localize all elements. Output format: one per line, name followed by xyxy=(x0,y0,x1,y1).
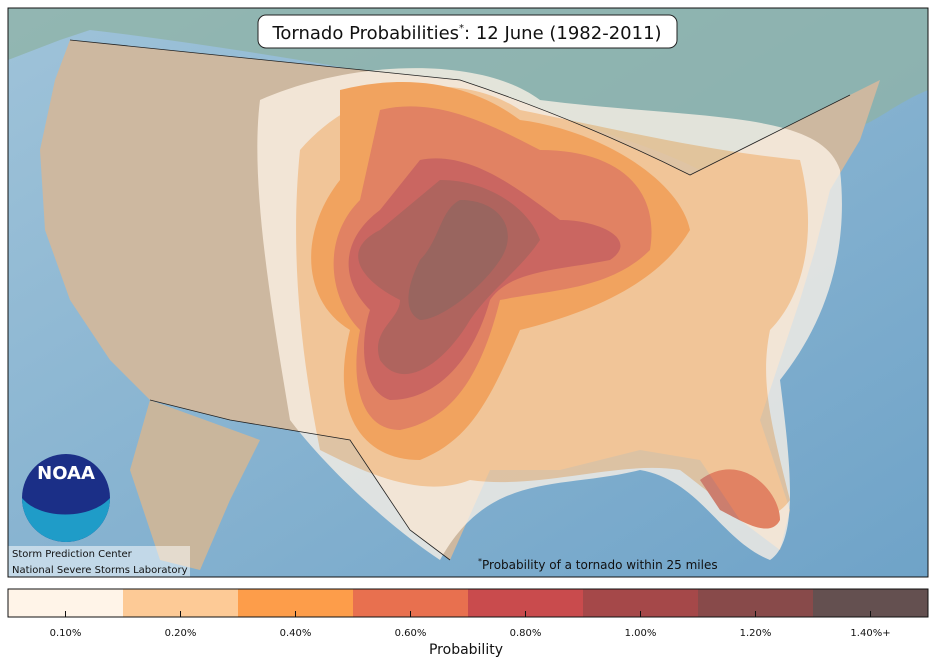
colorbar: 0.10% 0.20% 0.40% 0.60% 0.80% 1.00% 1.20% 1.40%… xyxy=(7,588,929,639)
colorbar-frame xyxy=(7,588,929,618)
colorbar-label: 0.60% xyxy=(395,628,427,639)
title-date: : 12 June (1982-2011) xyxy=(464,23,662,44)
footnote-text: Probability of a tornado within 25 miles xyxy=(482,558,718,572)
credit-line: National Severe Storms Laboratory xyxy=(12,565,188,576)
colorbar-label: 1.40%+ xyxy=(850,628,890,639)
title: Tornado Probabilities*: 12 June (1982-20… xyxy=(271,23,661,44)
colorbar-label: 1.20% xyxy=(740,628,772,639)
probability-contours xyxy=(257,68,842,560)
colorbar-label: 0.20% xyxy=(165,628,197,639)
credit-line: Storm Prediction Center xyxy=(12,549,133,560)
colorbar-title: Probability xyxy=(429,642,503,658)
map-frame xyxy=(7,7,929,578)
colorbar-label: 0.80% xyxy=(510,628,542,639)
colorbar-label: 1.00% xyxy=(625,628,657,639)
noaa-logo: NOAA xyxy=(22,454,110,542)
borders xyxy=(69,39,851,561)
title-mark: * xyxy=(459,23,464,34)
credit-box xyxy=(8,546,190,577)
footnote: *Probability of a tornado within 25 mile… xyxy=(478,557,718,572)
title-box xyxy=(257,14,678,49)
logo-text: NOAA xyxy=(37,463,95,484)
colorbar-label: 0.40% xyxy=(280,628,312,639)
footnote-mark: * xyxy=(478,557,482,566)
colorbar-label: 0.10% xyxy=(50,628,82,639)
title-text: Tornado Probabilities xyxy=(271,23,459,44)
mexico xyxy=(130,400,260,570)
map: NOAA Storm Prediction Center National Se… xyxy=(7,7,929,578)
